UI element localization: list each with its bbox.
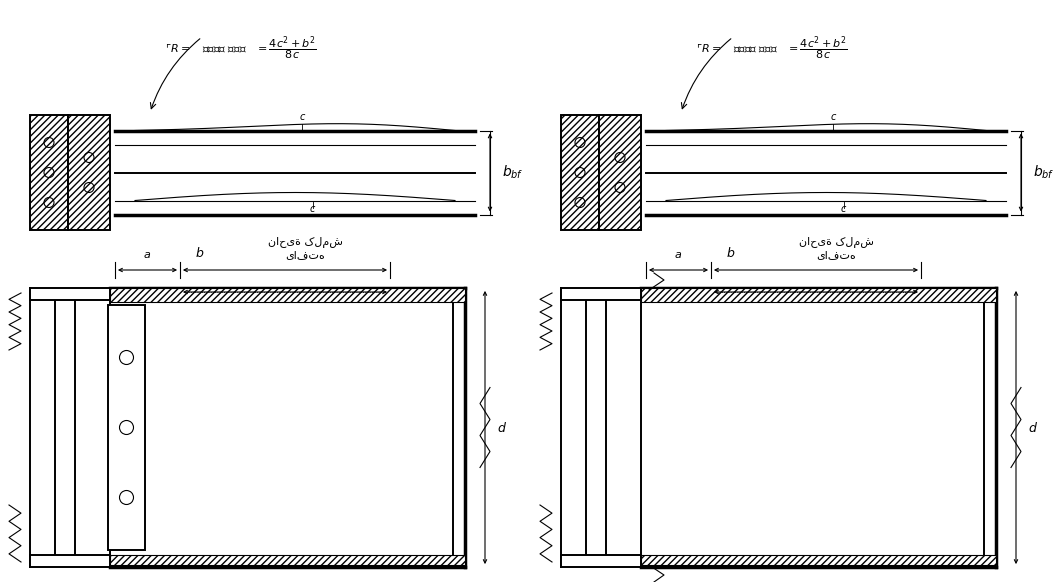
Text: یافته: یافته: [816, 250, 856, 260]
Bar: [30, 555, 110, 567]
Bar: [599, 115, 641, 230]
Text: $c$: $c$: [298, 112, 306, 122]
Bar: [561, 555, 641, 567]
Text: $c$: $c$: [840, 204, 848, 214]
Text: $a$: $a$: [143, 250, 152, 260]
Bar: [108, 305, 145, 550]
Bar: [561, 115, 599, 230]
Text: $\ulcorner R=$   شعاع برش   $=\dfrac{4c^2+b^2}{8c}$: $\ulcorner R=$ شعاع برش $=\dfrac{4c^2+b^…: [166, 35, 316, 63]
Text: ناحیة کلمش: ناحیة کلمش: [267, 237, 343, 248]
Text: $b_{bf}$: $b_{bf}$: [502, 164, 524, 181]
Bar: [561, 288, 641, 300]
Bar: [68, 115, 110, 230]
Text: یافته: یافته: [285, 250, 325, 260]
Text: $b$: $b$: [726, 246, 735, 260]
Text: $b$: $b$: [195, 246, 205, 260]
Bar: [30, 288, 110, 300]
Text: ناحیة کلمش: ناحیة کلمش: [799, 237, 873, 248]
Bar: [641, 555, 996, 565]
Bar: [110, 555, 465, 565]
Text: $d$: $d$: [497, 421, 507, 435]
Text: $c$: $c$: [830, 112, 837, 122]
Bar: [641, 288, 996, 302]
Bar: [110, 288, 465, 302]
Text: $\ulcorner R=$   شعاع برش   $=\dfrac{4c^2+b^2}{8c}$: $\ulcorner R=$ شعاع برش $=\dfrac{4c^2+b^…: [696, 35, 848, 63]
Text: $c$: $c$: [310, 204, 316, 214]
Text: $b_{bf}$: $b_{bf}$: [1033, 164, 1055, 181]
Text: $d$: $d$: [1028, 421, 1038, 435]
Text: $a$: $a$: [675, 250, 682, 260]
Bar: [30, 115, 68, 230]
